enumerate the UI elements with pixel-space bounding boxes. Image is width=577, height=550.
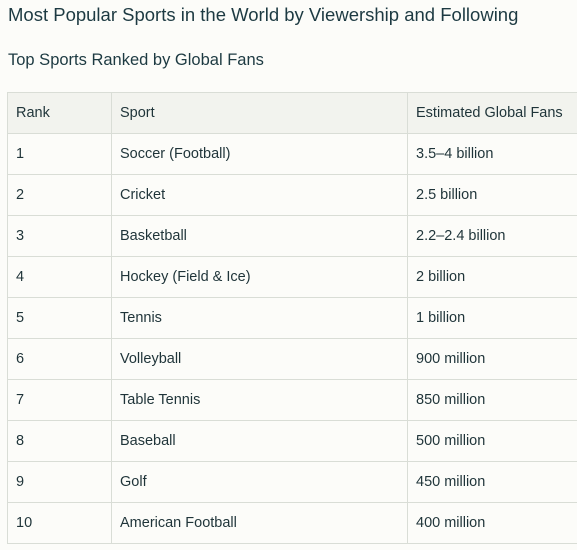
section-title: Top Sports Ranked by Global Fans (8, 51, 264, 69)
cell-rank: 9 (7, 461, 112, 503)
cell-fans: 3.5–4 billion (407, 133, 577, 175)
page-title: Most Popular Sports in the World by View… (8, 4, 519, 25)
cell-rank: 2 (7, 174, 112, 216)
cell-fans: 450 million (407, 461, 577, 503)
table-row: 8 Baseball 500 million (7, 420, 577, 462)
header-rank: Rank (7, 92, 112, 134)
cell-fans: 2 billion (407, 256, 577, 298)
table-row: 10 American Football 400 million (7, 502, 577, 544)
cell-sport: Volleyball (111, 338, 408, 380)
table-row: 9 Golf 450 million (7, 461, 577, 503)
cell-sport: Table Tennis (111, 379, 408, 421)
cell-sport: Basketball (111, 215, 408, 257)
table-row: 3 Basketball 2.2–2.4 billion (7, 215, 577, 257)
sports-table: Rank Sport Estimated Global Fans 1 Socce… (7, 92, 577, 544)
cell-sport: Golf (111, 461, 408, 503)
cell-fans: 850 million (407, 379, 577, 421)
cell-fans: 2.5 billion (407, 174, 577, 216)
cell-rank: 5 (7, 297, 112, 339)
cell-rank: 10 (7, 502, 112, 544)
table-row: 4 Hockey (Field & Ice) 2 billion (7, 256, 577, 298)
cell-sport: Tennis (111, 297, 408, 339)
cell-fans: 900 million (407, 338, 577, 380)
cell-fans: 400 million (407, 502, 577, 544)
cell-sport: Hockey (Field & Ice) (111, 256, 408, 298)
header-estimated-global-fans: Estimated Global Fans (407, 92, 577, 134)
table-header-row: Rank Sport Estimated Global Fans (7, 92, 577, 134)
header-sport: Sport (111, 92, 408, 134)
cell-fans: 2.2–2.4 billion (407, 215, 577, 257)
table-row: 5 Tennis 1 billion (7, 297, 577, 339)
table-container: Rank Sport Estimated Global Fans 1 Socce… (7, 92, 577, 544)
table-row: 1 Soccer (Football) 3.5–4 billion (7, 133, 577, 175)
cell-rank: 3 (7, 215, 112, 257)
cell-rank: 6 (7, 338, 112, 380)
cell-sport: Cricket (111, 174, 408, 216)
cell-rank: 7 (7, 379, 112, 421)
cell-sport: Baseball (111, 420, 408, 462)
cell-sport: American Football (111, 502, 408, 544)
cell-rank: 4 (7, 256, 112, 298)
table-row: 7 Table Tennis 850 million (7, 379, 577, 421)
table-row: 2 Cricket 2.5 billion (7, 174, 577, 216)
cell-fans: 500 million (407, 420, 577, 462)
cell-rank: 1 (7, 133, 112, 175)
cell-sport: Soccer (Football) (111, 133, 408, 175)
table-row: 6 Volleyball 900 million (7, 338, 577, 380)
cell-fans: 1 billion (407, 297, 577, 339)
cell-rank: 8 (7, 420, 112, 462)
